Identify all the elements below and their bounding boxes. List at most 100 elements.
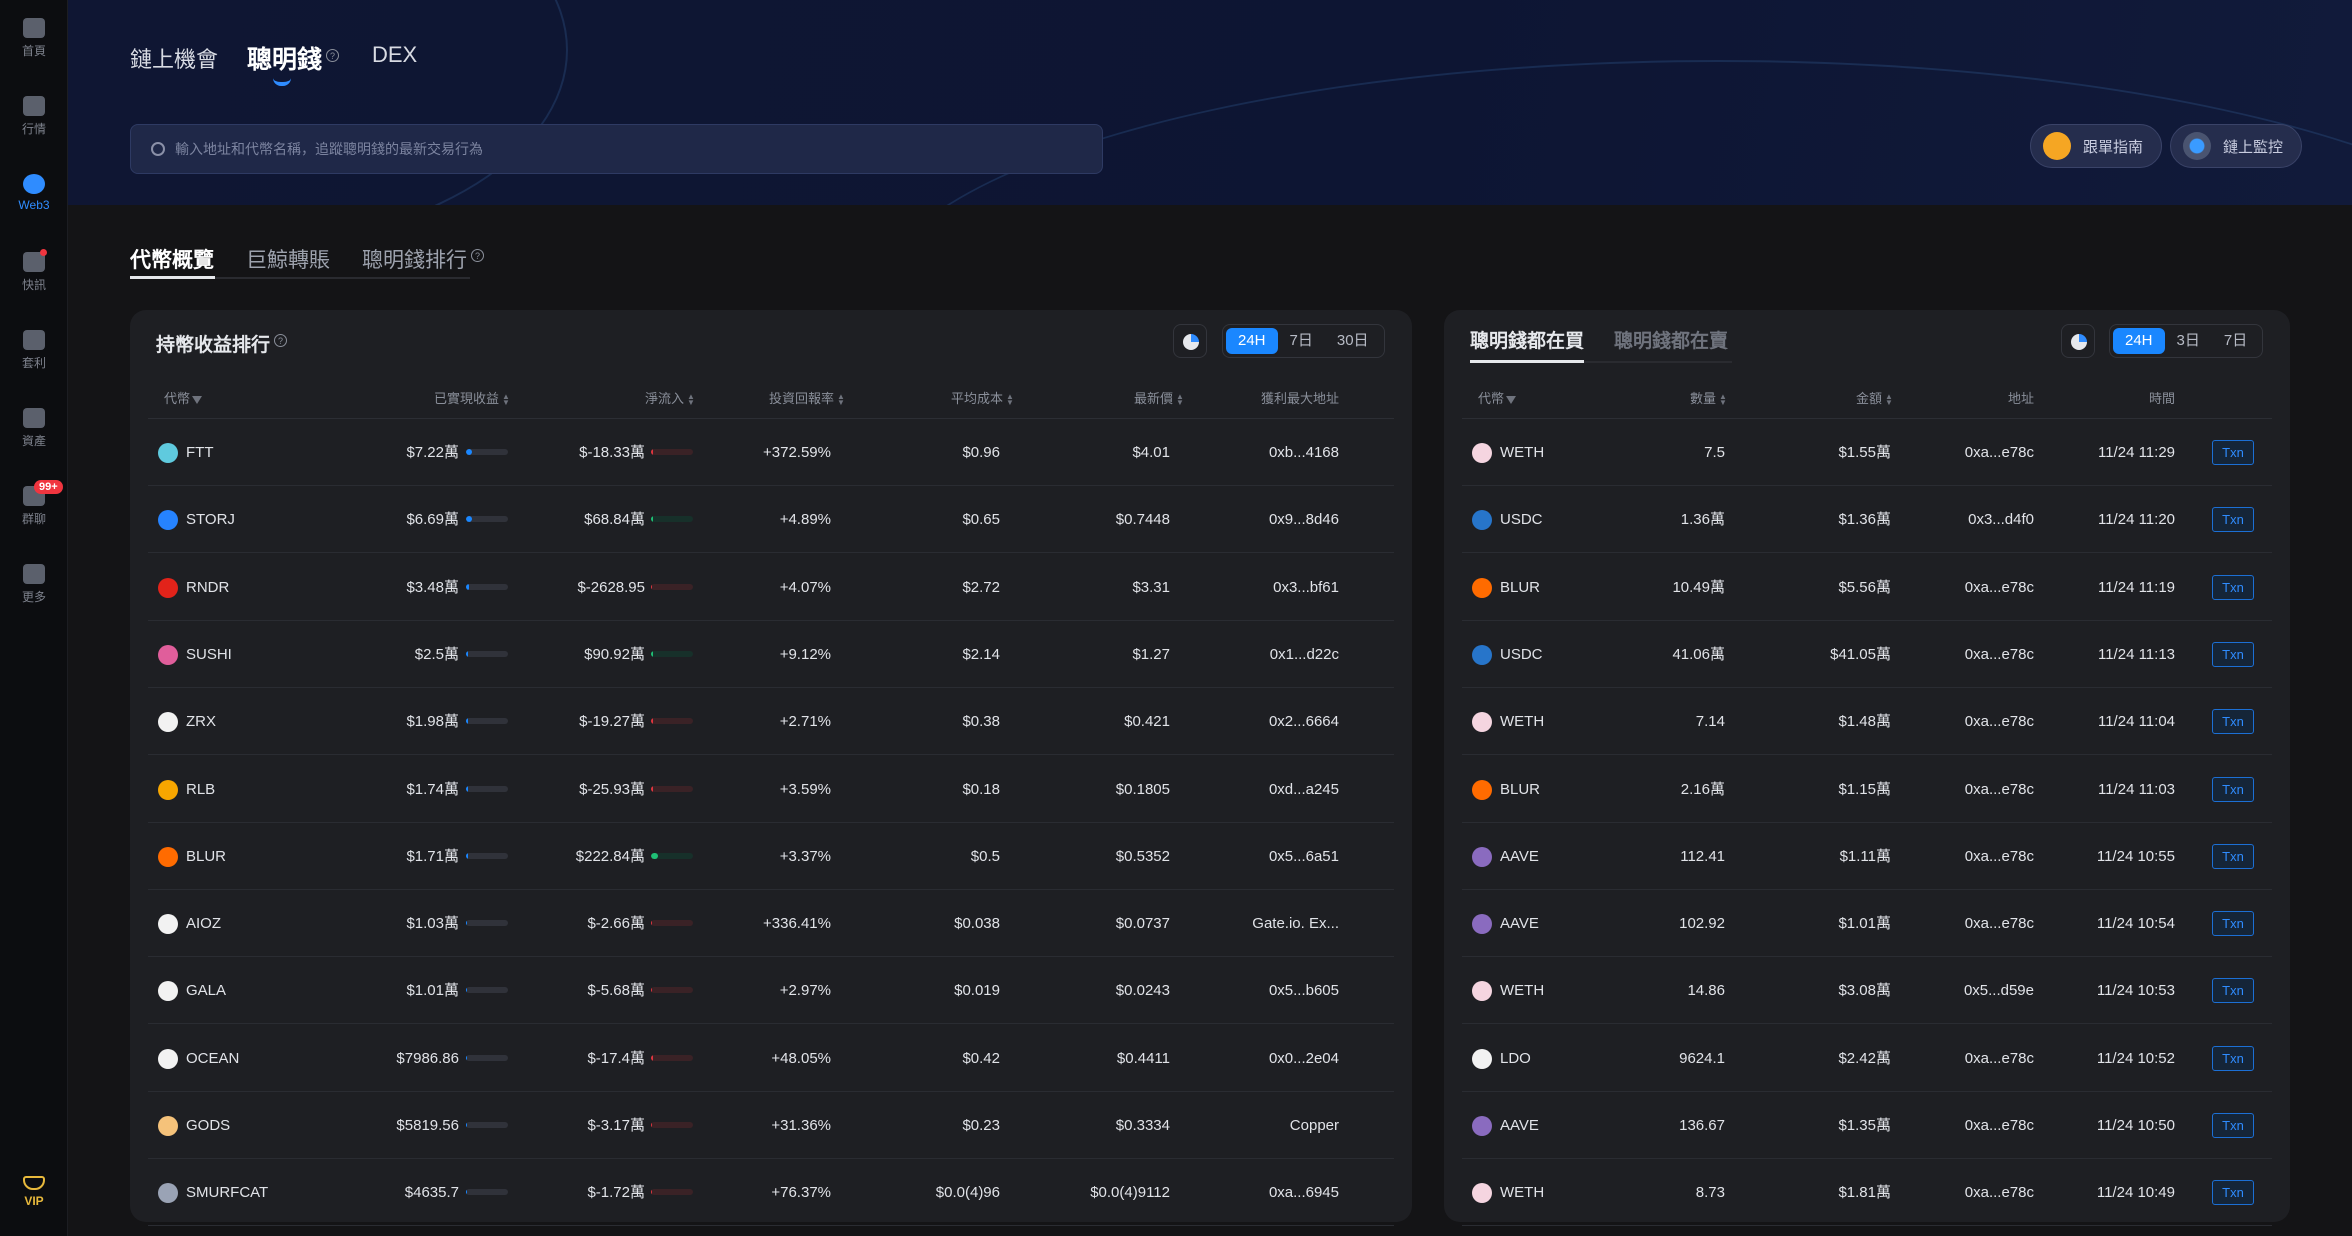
- filter-icon[interactable]: [1506, 395, 1517, 404]
- address[interactable]: 0xa...e78c: [1964, 780, 2034, 798]
- table-row[interactable]: AAVE 112.41 $1.11萬 0xa...e78c 11/24 10:55 Txn: [1462, 823, 2272, 890]
- search-box[interactable]: [130, 124, 1103, 174]
- table-row[interactable]: LDO 9624.1 $2.42萬 0xa...e78c 11/24 10:52 Txn: [1462, 1025, 2272, 1092]
- txn-button[interactable]: Txn: [2212, 641, 2254, 667]
- table-row[interactable]: AAVE 102.92 $1.01萬 0xa...e78c 11/24 10:54 Txn: [1462, 890, 2272, 958]
- token-name[interactable]: AAVE: [1500, 915, 1539, 933]
- column-header-5[interactable]: 最新價 ▲ ▼: [1134, 388, 1184, 407]
- table-row[interactable]: RNDR $3.48萬 $-2628.95 +4.07% $2.72 $3.31 0x3..…: [148, 554, 1394, 621]
- sidebar-item-2[interactable]: Web3: [0, 174, 68, 212]
- txn-button[interactable]: Txn: [2212, 574, 2254, 600]
- token-name[interactable]: AAVE: [1500, 847, 1539, 865]
- top-profit-address[interactable]: 0x0...2e04: [1268, 1049, 1339, 1067]
- table-row[interactable]: ZRX $1.98萬 $-19.27萬 +2.71% $0.38 $0.421 0x2...…: [148, 688, 1394, 756]
- token-name[interactable]: GALA: [186, 982, 227, 1000]
- table-row[interactable]: GODS $5819.56 $-3.17萬 +31.36% $0.23 $0.3334 Co…: [148, 1092, 1394, 1159]
- token-name[interactable]: FTT: [186, 444, 214, 461]
- onchain-monitor-button[interactable]: 鏈上監控: [2170, 124, 2303, 168]
- help-icon[interactable]: ?: [326, 48, 340, 62]
- address[interactable]: 0xa...e78c: [1964, 847, 2034, 865]
- token-name[interactable]: WETH: [1500, 444, 1545, 461]
- table-row[interactable]: SUSHI $2.5萬 $90.92萬 +9.12% $2.14 $1.27 0x1...d…: [148, 621, 1394, 688]
- sidebar-item-5[interactable]: 資產: [0, 408, 68, 449]
- token-name[interactable]: BLUR: [186, 847, 227, 865]
- table-row[interactable]: BLUR $1.71萬 $222.84萬 +3.37% $0.5 $0.5352 0x5..…: [148, 823, 1394, 890]
- table-row[interactable]: WETH 14.86 $3.08萬 0x5...d59e 11/24 10:53 Txn: [1462, 957, 2272, 1025]
- column-header-3[interactable]: 投資回報率 ▲ ▼: [769, 388, 845, 407]
- address[interactable]: 0xa...e78c: [1964, 1117, 2034, 1134]
- table-row[interactable]: STORJ $6.69萬 $68.84萬 +4.89% $0.65 $0.7448 0x9.…: [148, 486, 1394, 554]
- token-name[interactable]: WETH: [1500, 1184, 1545, 1202]
- top-profit-address[interactable]: 0x2...6664: [1268, 713, 1339, 731]
- top-profit-address[interactable]: Copper: [1289, 1117, 1339, 1134]
- table-row[interactable]: AAVE 136.67 $1.35萬 0xa...e78c 11/24 10:50 Txn: [1462, 1092, 2272, 1159]
- address[interactable]: 0xa...e78c: [1964, 713, 2034, 731]
- token-name[interactable]: USDC: [1500, 511, 1543, 529]
- token-name[interactable]: OCEAN: [186, 1049, 240, 1067]
- txn-button[interactable]: Txn: [2212, 911, 2254, 937]
- column-header-1[interactable]: 已實現收益 ▲ ▼: [434, 388, 510, 407]
- range-option-2[interactable]: 30日: [1336, 332, 1369, 349]
- address[interactable]: 0xa...e78c: [1964, 578, 2034, 596]
- top-profit-address[interactable]: 0x5...b605: [1268, 982, 1339, 1000]
- token-name[interactable]: BLUR: [1500, 780, 1541, 798]
- table-row[interactable]: USDC 1.36萬 $1.36萬 0x3...d4f0 11/24 11:20 Txn: [1462, 486, 2272, 554]
- token-name[interactable]: SUSHI: [186, 645, 232, 663]
- sort-icon[interactable]: ▲ ▼: [687, 391, 695, 407]
- sidebar-item-4[interactable]: 套利: [0, 330, 68, 371]
- pie-chart-button[interactable]: [1173, 324, 1207, 358]
- sidebar-item-0[interactable]: 首頁: [0, 18, 68, 59]
- column-header-0[interactable]: 代幣: [1478, 388, 1517, 407]
- help-icon[interactable]: ?: [471, 249, 484, 262]
- column-header-1[interactable]: 數量 ▲ ▼: [1690, 388, 1727, 407]
- top-profit-address[interactable]: 0xb...4168: [1268, 444, 1339, 461]
- txn-button[interactable]: Txn: [2212, 776, 2254, 802]
- address[interactable]: 0xa...e78c: [1964, 1049, 2034, 1067]
- txn-button[interactable]: Txn: [2212, 440, 2254, 465]
- address[interactable]: 0x3...d4f0: [1968, 511, 2034, 529]
- table-row[interactable]: GALA $1.01萬 $-5.68萬 +2.97% $0.019 $0.0243 0x5.…: [148, 957, 1394, 1025]
- column-header-0[interactable]: 代幣: [164, 388, 203, 407]
- top-profit-address[interactable]: 0x3...bf61: [1273, 578, 1339, 596]
- top-tab-smart-money[interactable]: 聰明錢?: [247, 40, 340, 76]
- token-name[interactable]: AAVE: [1500, 1117, 1539, 1134]
- table-row[interactable]: RLB $1.74萬 $-25.93萬 +3.59% $0.18 $0.1805 0xd..…: [148, 756, 1394, 823]
- range-option-1[interactable]: 7日: [1289, 332, 1313, 349]
- address[interactable]: 0xa...e78c: [1964, 645, 2034, 663]
- token-name[interactable]: RNDR: [186, 578, 230, 596]
- sort-icon[interactable]: ▲ ▼: [1006, 391, 1014, 407]
- top-tab-onchain-opportunity[interactable]: 鏈上機會: [130, 47, 219, 72]
- column-header-2[interactable]: 淨流入 ▲ ▼: [645, 388, 695, 407]
- table-row[interactable]: FTT $7.22萬 $-18.33萬 +372.59% $0.96 $4.01 0xb..…: [148, 419, 1394, 486]
- token-name[interactable]: SMURFCAT: [186, 1184, 269, 1202]
- top-profit-address[interactable]: 0x5...6a51: [1268, 847, 1339, 865]
- pie-chart-button[interactable]: [2061, 324, 2095, 358]
- table-row[interactable]: SMURFCAT $4635.7 $-1.72萬 +76.37% $0.0(4)96 $0…: [148, 1159, 1394, 1227]
- top-profit-address[interactable]: Gate.io. Ex...: [1252, 915, 1339, 933]
- token-name[interactable]: WETH: [1500, 713, 1545, 731]
- txn-button[interactable]: Txn: [2212, 1045, 2254, 1071]
- copy-trade-guide-button[interactable]: 跟單指南: [2030, 124, 2163, 168]
- txn-button[interactable]: Txn: [2212, 843, 2254, 869]
- table-row[interactable]: USDC 41.06萬 $41.05萬 0xa...e78c 11/24 11:13 Tx…: [1462, 621, 2272, 688]
- table-row[interactable]: WETH 8.73 $1.81萬 0xa...e78c 11/24 10:49 Txn: [1462, 1159, 2272, 1227]
- sort-icon[interactable]: ▲ ▼: [1719, 391, 1727, 407]
- token-name[interactable]: ZRX: [186, 713, 216, 731]
- subtab-smart-money-ranking[interactable]: 聰明錢排行?: [362, 244, 484, 274]
- filter-icon[interactable]: [192, 395, 203, 404]
- sort-icon[interactable]: ▲ ▼: [1885, 391, 1893, 407]
- top-tab-dex[interactable]: DEX: [372, 42, 418, 67]
- sidebar-item-6[interactable]: 群聊 99+: [0, 480, 68, 527]
- tab-smart-money-buying[interactable]: 聰明錢都在買: [1470, 331, 1585, 352]
- token-name[interactable]: LDO: [1500, 1049, 1531, 1067]
- range-option-0[interactable]: 24H: [2113, 328, 2165, 354]
- range-option-2[interactable]: 7日: [2223, 332, 2248, 349]
- table-row[interactable]: WETH 7.14 $1.48萬 0xa...e78c 11/24 11:04 Txn: [1462, 688, 2272, 756]
- range-option-1[interactable]: 3日: [2176, 332, 2200, 349]
- top-profit-address[interactable]: 0x9...8d46: [1268, 511, 1339, 529]
- token-name[interactable]: AIOZ: [186, 915, 222, 933]
- txn-button[interactable]: Txn: [2212, 709, 2254, 735]
- table-row[interactable]: OCEAN $7986.86 $-17.4萬 +48.05% $0.42 $0.4411 0…: [148, 1025, 1394, 1092]
- txn-button[interactable]: Txn: [2212, 978, 2254, 1004]
- token-name[interactable]: USDC: [1500, 645, 1543, 663]
